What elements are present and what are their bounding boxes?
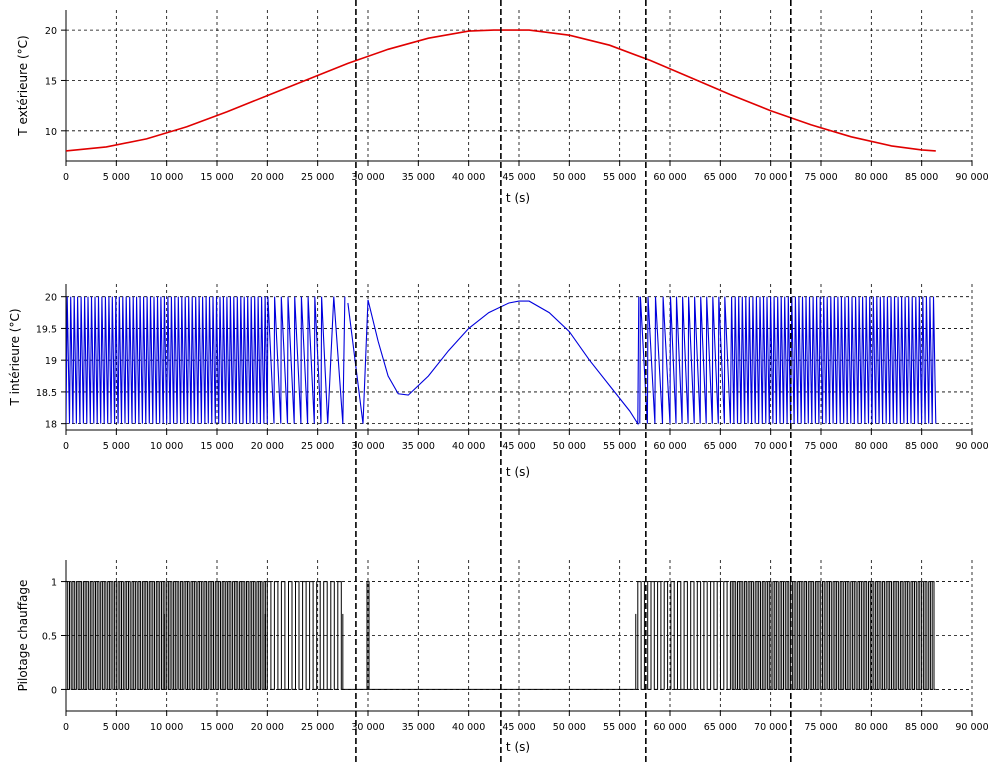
x-tick-label: 65 000 [704, 722, 737, 733]
x-tick-label: 55 000 [603, 441, 636, 452]
x-tick-label: 75 000 [804, 172, 837, 183]
x-tick-label: 30 000 [351, 172, 384, 183]
x-axis-label: t (s) [506, 740, 530, 754]
x-tick-label: 35 000 [402, 722, 435, 733]
y-axis-label: T extérieure (°C) [16, 35, 30, 136]
x-tick-label: 85 000 [905, 722, 938, 733]
x-tick-label: 30 000 [351, 441, 384, 452]
x-tick-label: 20 000 [251, 172, 284, 183]
y-tick-label: 19 [45, 356, 57, 367]
y-tick-label: 19.5 [36, 324, 57, 335]
x-tick-label: 40 000 [452, 172, 485, 183]
y-tick-label: 0 [51, 685, 57, 696]
y-tick-label: 15 [45, 76, 57, 87]
x-tick-label: 35 000 [402, 172, 435, 183]
x-tick-label: 20 000 [251, 441, 284, 452]
x-tick-label: 5 000 [103, 172, 130, 183]
x-tick-label: 90 000 [955, 441, 988, 452]
x-tick-label: 70 000 [754, 441, 787, 452]
x-tick-label: 90 000 [955, 172, 988, 183]
x-tick-label: 65 000 [704, 172, 737, 183]
series-line [65, 581, 936, 690]
x-tick-label: 85 000 [905, 441, 938, 452]
x-tick-label: 50 000 [553, 172, 586, 183]
x-tick-label: 25 000 [301, 172, 334, 183]
x-tick-label: 30 000 [351, 722, 384, 733]
y-tick-label: 20 [45, 26, 57, 37]
x-tick-label: 90 000 [955, 722, 988, 733]
x-tick-label: 25 000 [301, 441, 334, 452]
y-tick-label: 20 [45, 293, 57, 304]
x-tick-label: 75 000 [804, 441, 837, 452]
x-tick-label: 35 000 [402, 441, 435, 452]
x-tick-label: 25 000 [301, 722, 334, 733]
x-tick-label: 0 [63, 441, 69, 452]
x-tick-label: 5 000 [103, 441, 130, 452]
x-tick-label: 80 000 [855, 172, 888, 183]
y-tick-label: 1 [51, 578, 57, 589]
x-tick-label: 45 000 [502, 172, 535, 183]
x-tick-label: 65 000 [704, 441, 737, 452]
x-tick-label: 10 000 [150, 441, 183, 452]
y-axis-label: Pilotage chauffage [16, 580, 30, 692]
chart-2: 0 5 000 10 000 15 000 20 000 25 000 30 000 35 0… [8, 284, 989, 479]
x-tick-label: 85 000 [905, 172, 938, 183]
series-line [66, 296, 937, 426]
x-tick-label: 55 000 [603, 722, 636, 733]
x-tick-label: 10 000 [150, 722, 183, 733]
series-line [65, 29, 936, 152]
x-tick-label: 50 000 [553, 722, 586, 733]
chart-3: 0 5 000 10 000 15 000 20 000 25 000 30 000 35 0… [16, 560, 989, 754]
x-tick-label: 10 000 [150, 172, 183, 183]
y-tick-label: 18.5 [36, 388, 57, 399]
x-tick-label: 60 000 [653, 722, 686, 733]
x-tick-label: 40 000 [452, 722, 485, 733]
x-tick-label: 20 000 [251, 722, 284, 733]
x-tick-label: 45 000 [502, 722, 535, 733]
x-tick-label: 15 000 [200, 722, 233, 733]
x-tick-label: 70 000 [754, 722, 787, 733]
y-axis-label: T intérieure (°C) [8, 308, 22, 406]
chart-1: 0 5 000 10 000 15 000 20 000 25 000 30 000 35 0… [16, 10, 989, 205]
x-tick-label: 60 000 [653, 441, 686, 452]
x-tick-label: 70 000 [754, 172, 787, 183]
x-tick-label: 5 000 [103, 722, 130, 733]
x-tick-label: 50 000 [553, 441, 586, 452]
x-tick-label: 75 000 [804, 722, 837, 733]
x-tick-label: 60 000 [653, 172, 686, 183]
y-tick-label: 10 [45, 127, 57, 138]
x-tick-label: 0 [63, 172, 69, 183]
x-axis-label: t (s) [506, 465, 530, 479]
x-tick-label: 45 000 [502, 441, 535, 452]
x-axis-label: t (s) [506, 191, 530, 205]
x-tick-label: 80 000 [855, 441, 888, 452]
x-tick-label: 15 000 [200, 441, 233, 452]
x-tick-label: 15 000 [200, 172, 233, 183]
x-tick-label: 0 [63, 722, 69, 733]
y-tick-label: 18 [45, 420, 57, 431]
y-tick-label: 0.5 [42, 632, 57, 643]
x-tick-label: 40 000 [452, 441, 485, 452]
x-tick-label: 55 000 [603, 172, 636, 183]
x-tick-label: 80 000 [855, 722, 888, 733]
